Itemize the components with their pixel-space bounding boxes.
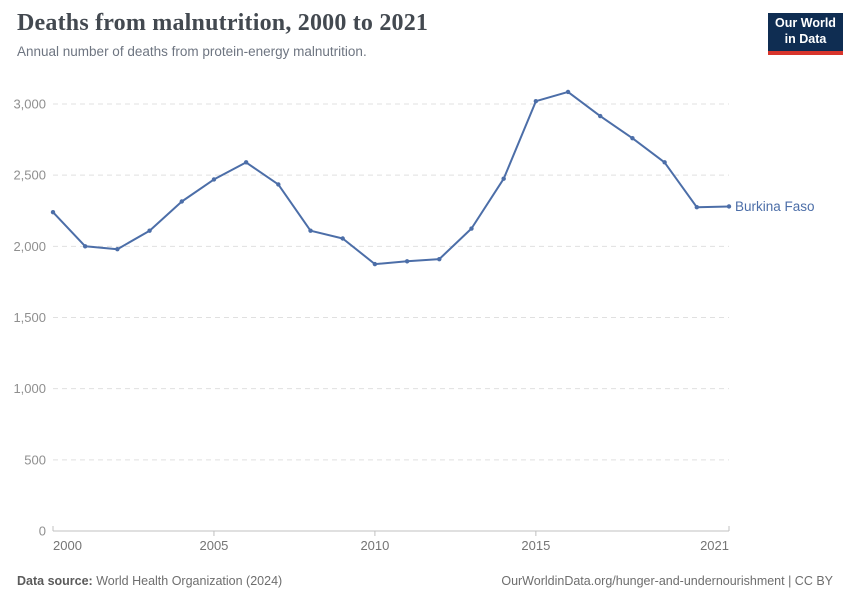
owid-logo-line1: Our World	[775, 16, 836, 31]
data-point-2018[interactable]	[630, 135, 635, 141]
trend-line[interactable]	[52, 90, 730, 266]
page-title: Deaths from malnutrition, 2000 to 2021	[17, 10, 429, 36]
x-axis-label: 2000	[53, 538, 82, 553]
data-point-2001[interactable]	[82, 244, 88, 249]
data-source: Data source: World Health Organization (…	[17, 574, 282, 588]
data-point-2009[interactable]	[340, 236, 345, 241]
y-axis-label: 3,000	[13, 97, 46, 112]
data-source-text: World Health Organization (2024)	[92, 574, 283, 588]
x-axis-label: 2010	[360, 538, 389, 553]
owid-logo-text: Our World in Data	[775, 16, 836, 47]
data-point-2016[interactable]	[565, 89, 571, 95]
data-point-2011[interactable]	[404, 259, 410, 264]
data-point-2008[interactable]	[308, 228, 313, 233]
y-axis-label: 500	[24, 452, 46, 467]
x-axis-label: 2021	[700, 538, 729, 553]
y-axis-label: 0	[39, 524, 46, 539]
data-point-2020[interactable]	[694, 204, 700, 210]
y-axis-label: 1,000	[13, 381, 46, 396]
data-point-2010[interactable]	[372, 261, 378, 267]
data-point-2015[interactable]	[533, 98, 539, 104]
x-axis-label: 2005	[199, 538, 228, 553]
page-subtitle: Annual number of deaths from protein-ene…	[17, 44, 367, 59]
chart-header: Deaths from malnutrition, 2000 to 2021 A…	[17, 10, 747, 59]
chart-footer: Data source: World Health Organization (…	[17, 574, 833, 588]
data-point-2017[interactable]	[598, 113, 603, 119]
data-point-2005[interactable]	[211, 177, 217, 182]
data-point-2021[interactable]	[726, 204, 732, 209]
data-point-2007[interactable]	[276, 182, 281, 187]
line-chart-canvas[interactable]: 0 500 1,000 1,500 2,000 2,500 3,000 2000 2005 201…	[0, 0, 850, 560]
data-point-2003[interactable]	[147, 228, 152, 233]
data-point-2006[interactable]	[243, 160, 249, 165]
data-point-2002[interactable]	[115, 246, 120, 252]
y-axis-label: 2,000	[13, 239, 46, 254]
owid-citation-link[interactable]: OurWorldinData.org/hunger-and-undernouri…	[501, 574, 833, 588]
data-point-2013[interactable]	[469, 226, 474, 231]
owid-logo[interactable]: Our World in Data	[768, 13, 843, 55]
data-source-label: Data source:	[17, 574, 93, 588]
data-point-2012[interactable]	[437, 256, 442, 262]
y-axis-label: 1,500	[13, 310, 46, 325]
data-point-2004[interactable]	[179, 199, 184, 204]
y-axis-label: 2,500	[13, 168, 46, 183]
x-axis-label: 2015	[521, 538, 550, 553]
owid-logo-line2: in Data	[784, 32, 827, 46]
data-point-2014[interactable]	[501, 176, 506, 181]
data-point-2000[interactable]	[50, 209, 56, 215]
series-label[interactable]: Burkina Faso	[735, 199, 815, 214]
data-point-2019[interactable]	[662, 160, 667, 165]
